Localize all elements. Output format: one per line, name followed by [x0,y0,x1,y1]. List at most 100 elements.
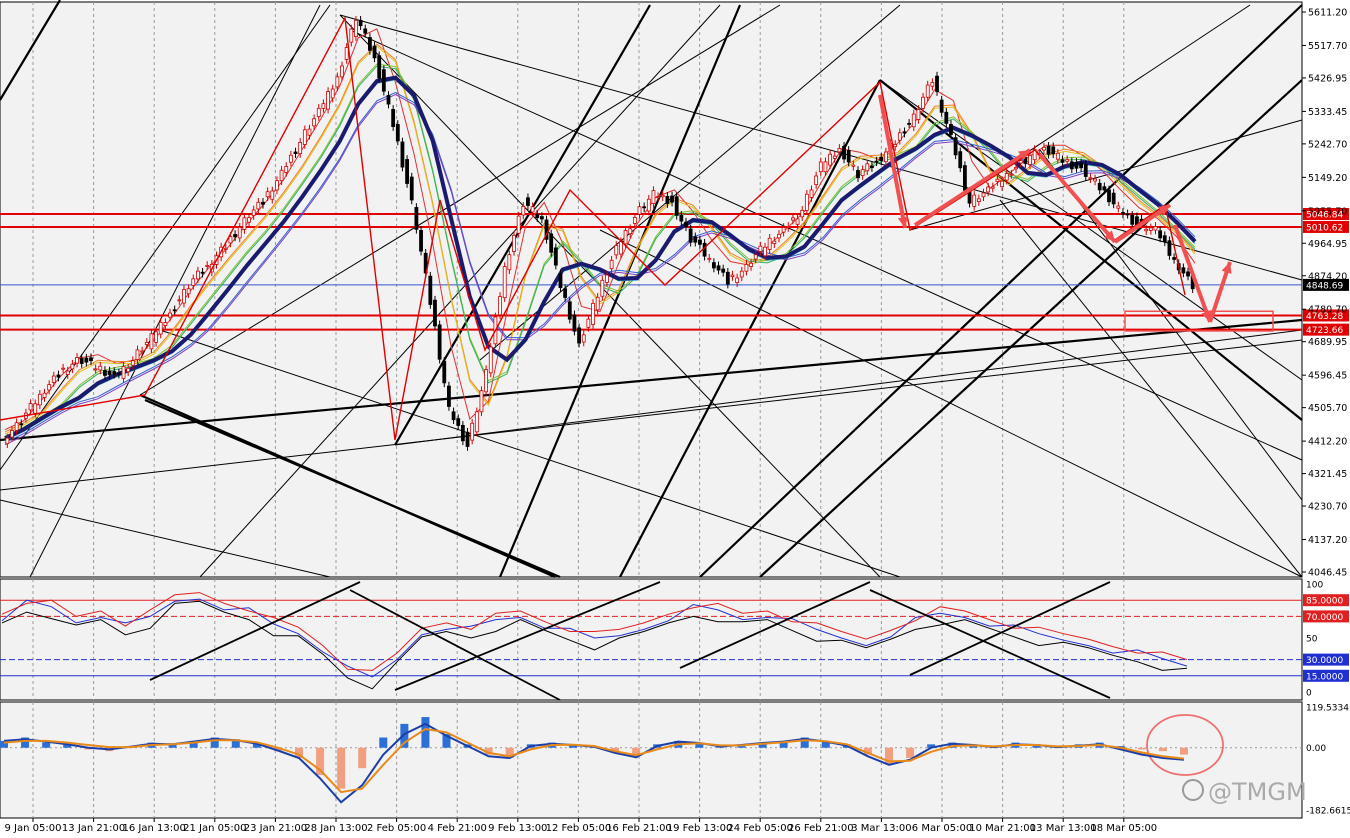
candle-body [679,214,684,222]
y-tick-label: 5149.20 [1308,173,1347,184]
candle-body [433,299,437,327]
candle-body [879,156,884,161]
candle-body [288,154,293,163]
oscillator-panel[interactable] [0,578,1303,701]
x-tick-label: 23 Jan 21:00 [244,823,307,834]
candle-body [911,113,916,128]
candle-body [340,65,344,78]
candle-body [1116,205,1121,209]
x-tick-label: 13 Jan 21:00 [62,823,125,834]
candle-body [358,19,363,27]
candle-body [860,169,865,177]
trend-lines [0,0,1303,579]
price-level-label: 5010.62 [1306,223,1343,233]
watermark-text: @TMGM [1208,778,1307,806]
macd-histogram-bar [0,740,8,748]
annotation-arrow [913,148,1032,227]
candle-body [381,69,386,92]
y-tick-label: 4596.45 [1308,371,1347,382]
axes [32,11,1306,822]
macd-histogram-bar [695,742,704,748]
price-level-tag [1303,309,1349,322]
ribbon-line [4,65,1196,439]
candle-body [646,198,651,212]
candle-body [316,107,321,117]
candle-body [284,166,289,173]
current-price-label: 4848.69 [1306,281,1343,291]
candle-body [200,271,205,274]
candle-body [619,241,623,255]
candle-body [739,270,744,278]
annotation-arrow [878,94,907,229]
trend-line [29,4,321,578]
oscillator-tick-label: 70.0000 [1306,613,1343,623]
trend-line [0,318,1303,442]
candle-body [177,299,182,302]
candle-body [721,268,726,273]
candle-body [233,234,237,238]
candle-body [395,124,400,142]
candle-body [79,358,84,364]
candle-body [1018,160,1023,164]
macd-histogram-bar [168,744,177,748]
candle-body [944,111,949,124]
candle-body [1060,159,1065,163]
candle-body [321,103,326,109]
macd-histogram-bar [337,747,346,789]
candle-body [823,161,828,173]
watermark: @TMGM [1182,778,1307,806]
oscillator-trend-line [679,581,871,669]
macd-histogram-bar [231,739,240,748]
candle-body [544,219,549,240]
x-tick-label: 4 Feb 21:00 [428,823,487,834]
oscillator-tick-label: 85.0000 [1306,597,1343,607]
oscillator-line [1,598,1188,678]
oscillator-trend-line [349,589,561,701]
candle-body [986,186,991,193]
price-level-tag [1303,323,1349,336]
candle-body [10,430,14,438]
candle-body [1172,257,1176,260]
y-tick-label: 5426.95 [1308,73,1347,84]
candle-body [925,84,930,98]
candle-body [800,209,805,218]
y-tick-label: 4046.45 [1308,568,1347,579]
macd-panel[interactable] [0,701,1303,819]
macd-histogram-bar [316,747,325,776]
candle-body [856,170,860,179]
candle-body [698,239,702,245]
current-price-tag [1303,278,1349,291]
annotation-arrowhead [897,216,909,228]
y-tick-label: 4412.20 [1308,437,1347,448]
ribbon-line [4,94,1196,446]
price-panel[interactable] [0,1,1303,578]
ribbon-line [4,63,1196,437]
candle-body [112,371,117,375]
candle-body [1004,173,1009,181]
candle-body [1009,173,1014,176]
price-level-label: 4723.66 [1306,326,1343,336]
candle-body [1130,214,1135,225]
candle-body [730,274,735,277]
candle-body [674,196,679,216]
candle-body [1000,180,1004,188]
candle-body [851,164,856,167]
candle-body [688,228,693,243]
candle-body [907,122,912,125]
candle-body [651,190,656,204]
trend-line [498,4,742,578]
candle-body [507,254,512,271]
oscillator-lines [0,581,1302,701]
oscillator-trend-line [394,581,661,691]
candle-body [963,165,967,191]
signal-line [3,727,1185,794]
x-tick-label: 9 Feb 13:00 [488,823,547,834]
candle-body [976,198,981,202]
candle-body [377,55,382,79]
macd-histogram-bar [1137,747,1146,750]
candle-body [744,263,749,272]
candle-body [553,247,558,266]
